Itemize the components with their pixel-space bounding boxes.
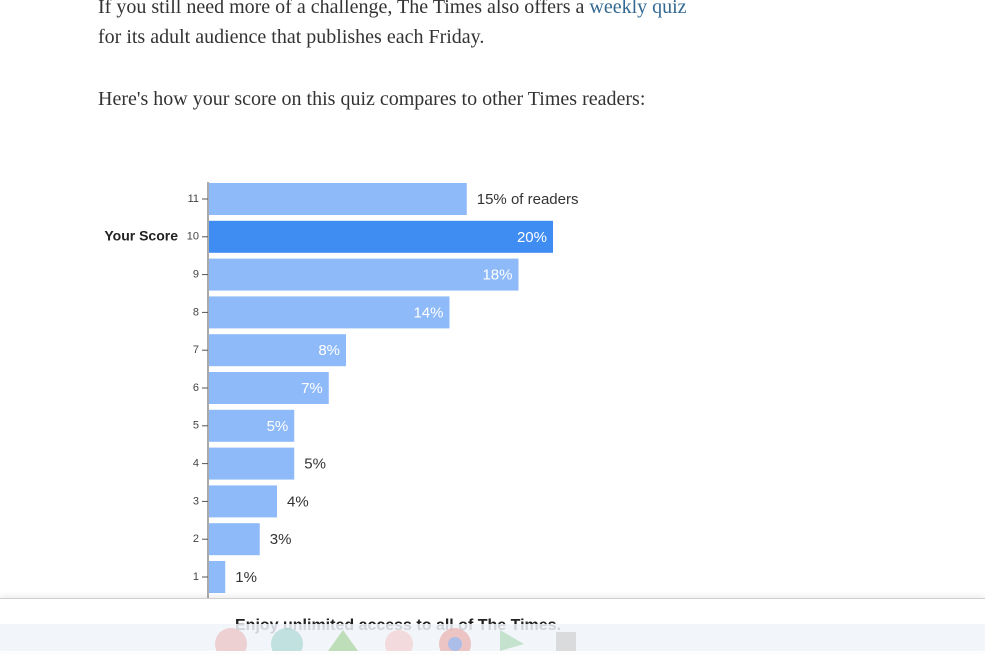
bar (209, 183, 467, 215)
bar (209, 523, 260, 556)
app-icon[interactable] (328, 630, 358, 651)
y-tick-label: 9 (193, 269, 199, 281)
value-label: 3% (270, 531, 292, 548)
app-icon[interactable] (556, 632, 576, 651)
bar (209, 447, 295, 480)
y-tick-label: 2 (193, 533, 199, 545)
paragraph: If you still need more of a challenge, T… (98, 0, 708, 52)
bar (209, 409, 295, 442)
value-label: 5% (304, 456, 326, 473)
dock-icons (215, 628, 576, 656)
value-label: 18% (482, 267, 512, 284)
bar (209, 334, 346, 367)
bar (209, 372, 329, 404)
y-tick-label: 1 (193, 571, 199, 583)
y-tick-label: 4 (193, 458, 199, 470)
y-tick-label: 5 (193, 420, 199, 432)
y-tick-label: 6 (193, 382, 199, 394)
value-label: 7% (301, 380, 323, 397)
y-tick-label: 11 (188, 193, 199, 205)
bar (209, 258, 519, 291)
value-label: 5% (267, 418, 289, 435)
y-tick-label: 7 (193, 344, 199, 356)
link[interactable]: weekly quiz (589, 0, 687, 18)
app-icon[interactable] (271, 628, 303, 656)
app-icon[interactable] (385, 630, 413, 656)
y-tick-label: 10 (187, 231, 199, 243)
bar (209, 220, 553, 253)
y-tick-label: 3 (193, 495, 199, 507)
bar (209, 485, 277, 518)
annotation: Your Score (104, 228, 178, 244)
value-label: 8% (318, 342, 340, 359)
value-label: 15% of readers (477, 191, 579, 208)
app-icon[interactable] (500, 630, 524, 651)
text: If you still need more of a challenge, T… (98, 0, 590, 18)
bar (209, 561, 226, 593)
value-label: 4% (287, 493, 309, 510)
dock (0, 624, 985, 656)
y-tick-label: 8 (193, 306, 199, 318)
bar (209, 296, 450, 329)
text: for its adult audience that publishes ea… (98, 26, 485, 48)
value-label: 1% (235, 569, 257, 586)
paragraph: Here's how your score on this quiz compa… (98, 88, 646, 110)
value-label: 14% (413, 304, 443, 321)
value-label: 20% (517, 229, 547, 246)
app-icon[interactable] (215, 628, 247, 656)
app-icon (448, 637, 462, 651)
